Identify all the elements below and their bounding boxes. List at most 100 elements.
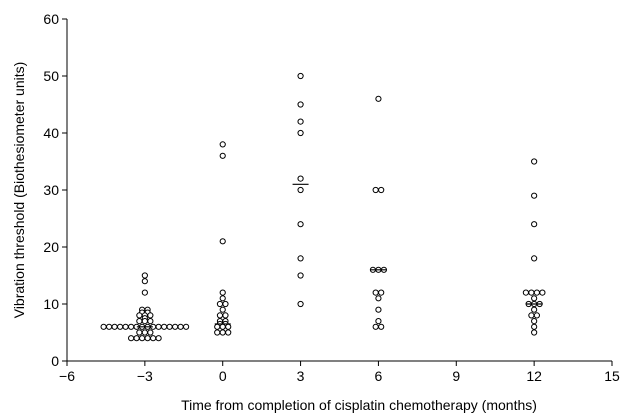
data-point — [531, 295, 538, 302]
data-point — [172, 323, 179, 330]
y-tick-label: 20 — [43, 239, 59, 255]
data-point — [136, 312, 143, 319]
x-tick-label: 6 — [375, 368, 383, 384]
data-point — [222, 300, 229, 308]
data-points — [100, 72, 546, 342]
data-point — [522, 289, 529, 296]
data-point — [219, 152, 226, 159]
data-point — [297, 272, 304, 279]
x-tick-label: 0 — [219, 368, 227, 384]
data-point — [375, 295, 382, 302]
data-point — [297, 72, 304, 80]
data-point — [150, 335, 157, 342]
data-point — [531, 221, 538, 228]
data-point — [533, 312, 540, 319]
data-point — [219, 289, 226, 296]
x-tick-label: −6 — [59, 368, 75, 384]
x-tick-label: 15 — [604, 368, 620, 384]
data-point — [136, 318, 143, 325]
data-point — [528, 312, 535, 319]
data-point — [528, 289, 535, 296]
data-point — [219, 323, 226, 330]
data-point — [531, 306, 538, 313]
data-point — [147, 312, 154, 319]
y-tick-label: 0 — [51, 353, 59, 369]
data-point — [147, 329, 154, 336]
data-point — [161, 323, 168, 330]
data-point — [166, 323, 173, 330]
data-point — [533, 289, 540, 296]
data-point — [214, 329, 221, 336]
data-point — [531, 255, 538, 262]
data-point — [216, 312, 224, 319]
data-point — [141, 272, 148, 279]
data-point — [297, 129, 304, 137]
y-tick-label: 30 — [43, 182, 59, 198]
data-point — [177, 323, 184, 330]
y-tick-label: 50 — [43, 68, 59, 84]
x-tick-label: 12 — [526, 368, 542, 384]
data-point — [297, 118, 304, 125]
data-point — [141, 289, 148, 296]
data-point — [539, 289, 546, 296]
data-point — [106, 323, 113, 330]
median-markers — [136, 183, 543, 328]
data-point — [375, 318, 382, 325]
data-point — [378, 323, 385, 330]
data-point — [147, 318, 154, 325]
data-point — [372, 289, 379, 296]
data-point — [297, 221, 304, 228]
data-point — [128, 323, 135, 330]
data-point — [531, 323, 538, 330]
y-tick-label: 10 — [43, 296, 59, 312]
data-point — [100, 323, 107, 330]
data-point — [144, 335, 151, 342]
x-axis-title: Time from completion of cisplatin chemot… — [181, 397, 537, 413]
data-point — [128, 335, 135, 342]
data-point — [378, 289, 385, 296]
data-point — [139, 335, 146, 342]
data-point — [141, 329, 148, 336]
data-point — [372, 323, 379, 330]
data-point — [375, 306, 382, 313]
axes: −6 −3 0 3 6 9 12 15 0 10 20 30 40 50 60 — [43, 11, 620, 384]
data-point — [133, 335, 140, 342]
data-point — [219, 306, 226, 313]
x-tick-label: 3 — [297, 368, 305, 384]
data-point — [531, 329, 538, 336]
data-point — [531, 318, 538, 325]
y-tick-label: 40 — [43, 125, 59, 141]
data-point — [141, 318, 148, 325]
x-tick-label: −3 — [137, 368, 153, 384]
data-point — [297, 300, 304, 308]
y-axis-title: Vibration threshold (Biothesiometer unit… — [11, 62, 27, 319]
data-point — [225, 323, 232, 330]
data-point — [225, 329, 232, 336]
data-point — [219, 295, 226, 302]
data-point — [117, 323, 124, 330]
data-point — [372, 186, 379, 194]
y-tick-label: 60 — [43, 11, 59, 27]
data-point — [297, 186, 304, 194]
data-point — [375, 95, 382, 102]
data-point — [136, 329, 143, 336]
data-point — [155, 335, 162, 342]
data-point — [183, 323, 190, 330]
data-point — [219, 141, 226, 148]
data-point — [141, 278, 148, 285]
data-point — [219, 329, 226, 336]
data-point — [122, 323, 129, 330]
data-point — [155, 323, 162, 330]
data-point — [222, 312, 229, 319]
data-point — [297, 101, 304, 108]
data-point — [214, 323, 221, 330]
data-point — [219, 238, 226, 245]
data-point — [216, 300, 224, 308]
data-point — [297, 175, 304, 182]
data-point — [297, 255, 304, 262]
x-tick-label: 9 — [452, 368, 460, 384]
data-point — [531, 158, 538, 165]
data-point — [111, 323, 118, 330]
data-point — [378, 186, 385, 194]
